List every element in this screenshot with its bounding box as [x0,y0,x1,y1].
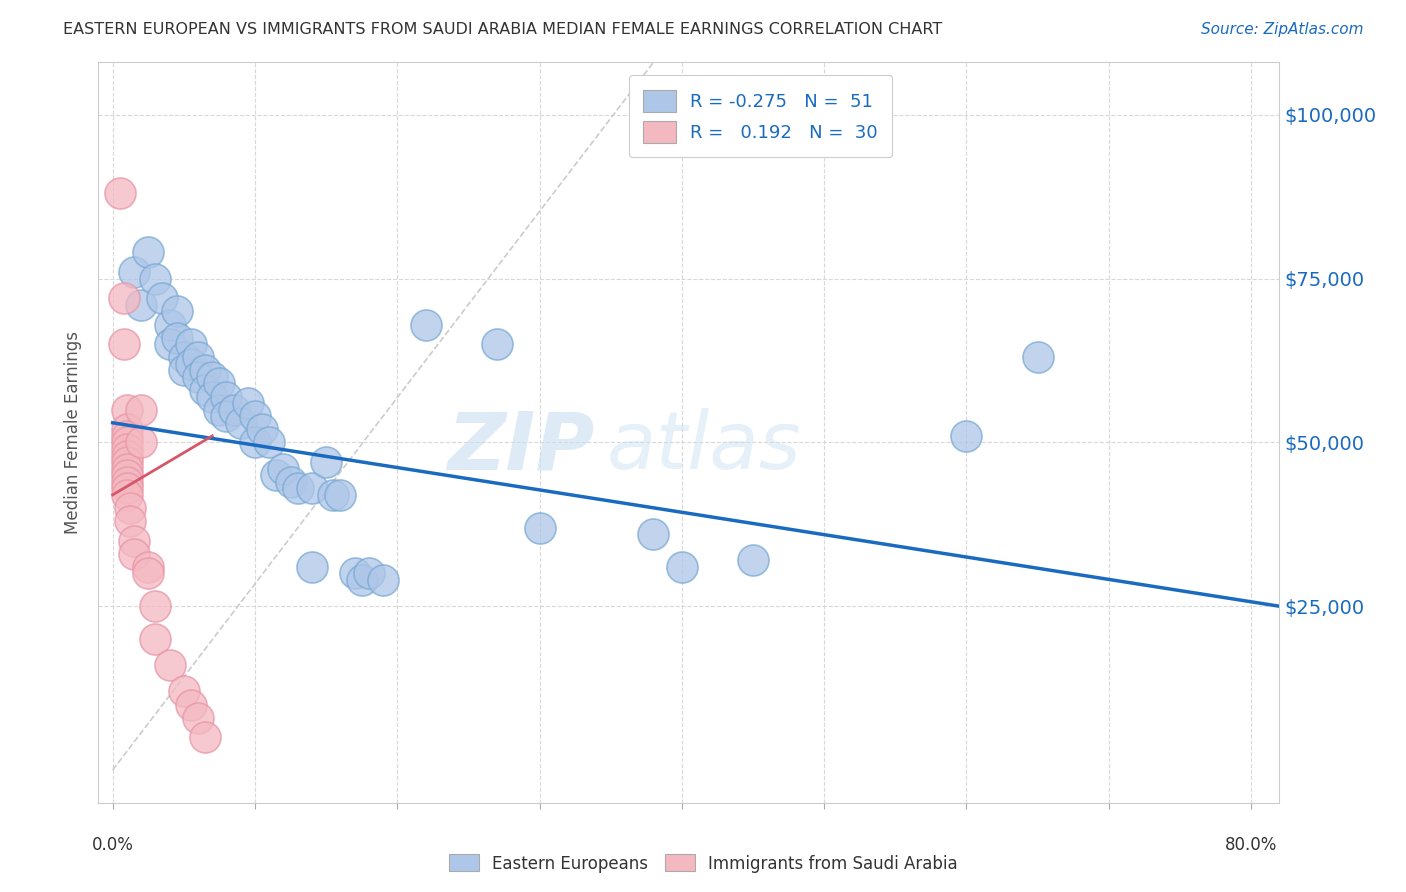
Point [112,337,135,351]
Y-axis label: Median Female Earnings: Median Female Earnings [65,331,83,534]
Point [208,376,231,391]
Point [166,330,188,344]
Point [201,370,224,384]
Point [143,599,166,614]
Point [112,291,135,305]
Point [115,435,138,450]
Point [173,351,195,365]
Point [180,357,202,371]
Point [129,402,152,417]
Point [315,455,337,469]
Point [742,553,765,567]
Point [136,245,159,260]
Point [180,698,202,712]
Point [115,461,138,475]
Point [329,488,352,502]
Point [273,461,295,475]
Point [118,514,141,528]
Point [229,416,252,430]
Point [643,527,665,541]
Point [343,566,366,581]
Point [208,402,231,417]
Point [143,271,166,285]
Point [371,573,394,587]
Point [118,500,141,515]
Point [129,435,152,450]
Point [115,442,138,456]
Point [122,265,145,279]
Point [159,337,181,351]
Point [115,481,138,495]
Point [350,573,373,587]
Point [1026,351,1049,365]
Text: ZIP: ZIP [447,409,595,486]
Point [152,291,174,305]
Point [357,566,380,581]
Point [173,363,195,377]
Text: Source: ZipAtlas.com: Source: ZipAtlas.com [1201,22,1364,37]
Legend: R = -0.275   N =  51, R =   0.192   N =  30: R = -0.275 N = 51, R = 0.192 N = 30 [628,75,893,157]
Point [243,409,266,424]
Point [187,711,209,725]
Point [955,429,977,443]
Point [415,318,437,332]
Text: EASTERN EUROPEAN VS IMMIGRANTS FROM SAUDI ARABIA MEDIAN FEMALE EARNINGS CORRELAT: EASTERN EUROPEAN VS IMMIGRANTS FROM SAUD… [63,22,942,37]
Point [115,468,138,483]
Point [250,422,273,436]
Point [159,658,181,673]
Point [159,318,181,332]
Point [287,481,309,495]
Point [115,402,138,417]
Text: 80.0%: 80.0% [1225,836,1277,854]
Point [173,684,195,698]
Point [108,186,131,201]
Text: 0.0%: 0.0% [91,836,134,854]
Point [187,351,209,365]
Point [529,521,551,535]
Point [215,409,238,424]
Point [301,560,323,574]
Point [201,390,224,404]
Point [143,632,166,646]
Point [166,304,188,318]
Point [115,488,138,502]
Point [243,435,266,450]
Point [187,370,209,384]
Point [115,449,138,463]
Point [129,298,152,312]
Point [122,547,145,561]
Point [301,481,323,495]
Point [222,402,245,417]
Point [194,383,217,397]
Point [266,468,288,483]
Point [194,731,217,745]
Point [122,533,145,548]
Legend: Eastern Europeans, Immigrants from Saudi Arabia: Eastern Europeans, Immigrants from Saudi… [441,847,965,880]
Point [180,337,202,351]
Point [115,422,138,436]
Point [485,337,508,351]
Point [322,488,344,502]
Point [194,363,217,377]
Point [280,475,302,489]
Point [236,396,259,410]
Point [257,435,280,450]
Point [215,390,238,404]
Point [115,475,138,489]
Text: atlas: atlas [606,409,801,486]
Point [115,429,138,443]
Point [671,560,693,574]
Point [136,566,159,581]
Point [136,560,159,574]
Point [115,455,138,469]
